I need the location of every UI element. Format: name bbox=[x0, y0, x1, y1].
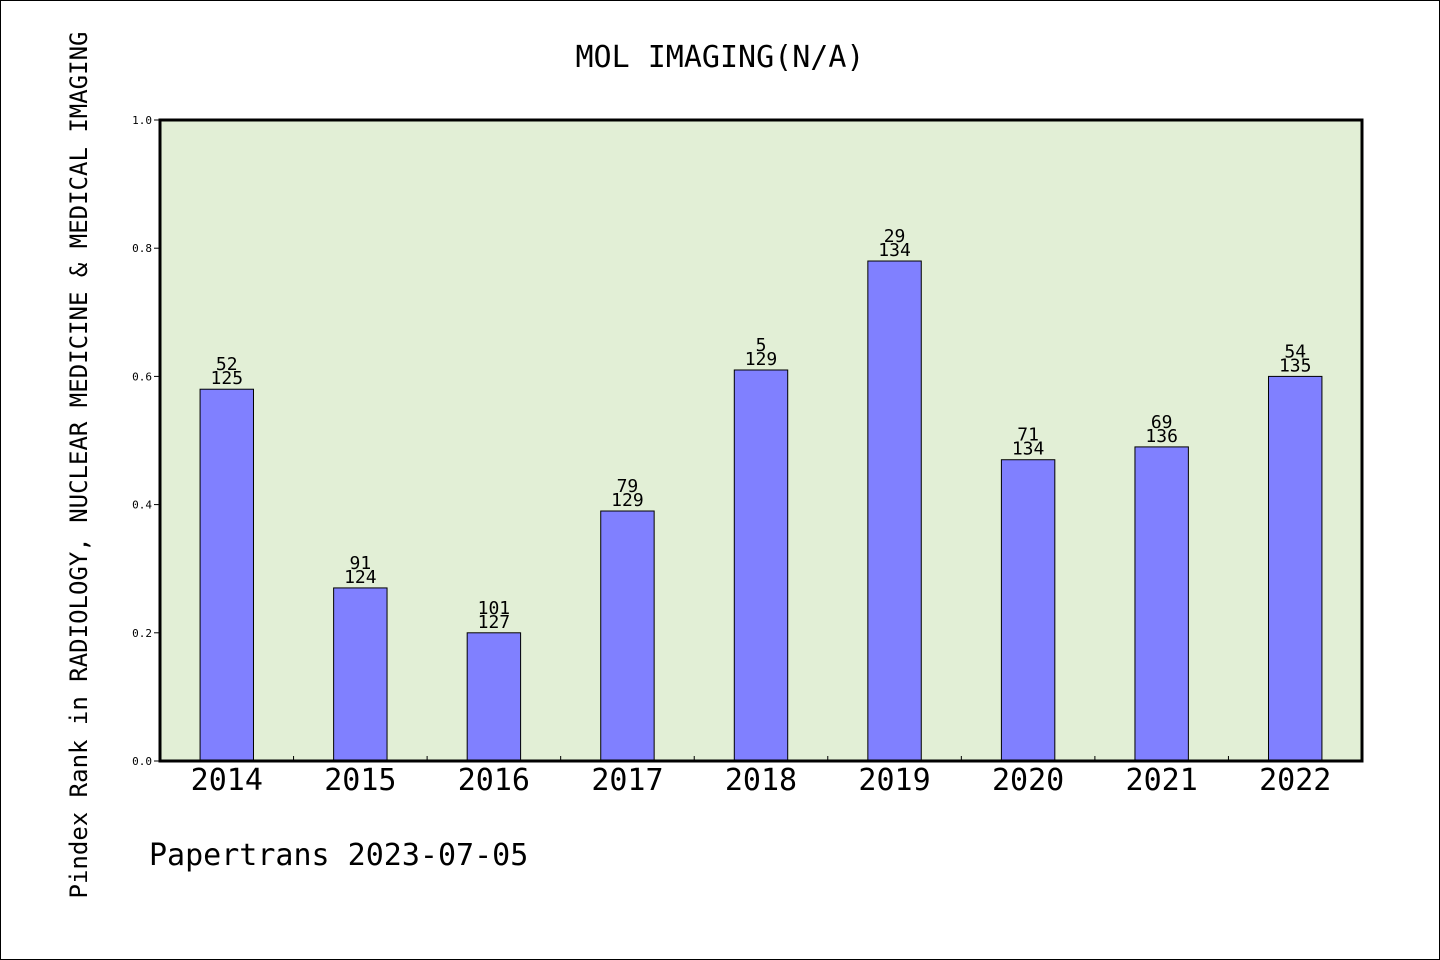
total-label-2014: 125 bbox=[211, 368, 244, 389]
y-tick-label: 1.0 bbox=[132, 114, 152, 127]
bar-2020 bbox=[1000, 459, 1056, 762]
bars-layer bbox=[199, 260, 1323, 762]
bar-2022 bbox=[1268, 375, 1323, 762]
x-tick-label-2015: 2015 bbox=[324, 763, 396, 798]
rank-label-2020: 71 bbox=[1017, 425, 1039, 446]
x-tick-label-2019: 2019 bbox=[858, 763, 930, 798]
total-label-2015: 124 bbox=[344, 567, 377, 588]
y-tick-label: 0.2 bbox=[132, 627, 152, 640]
x-tick-label-2014: 2014 bbox=[191, 763, 263, 798]
bar-2014 bbox=[199, 388, 254, 762]
rank-label-2018: 5 bbox=[756, 335, 767, 356]
rank-label-2015: 91 bbox=[349, 553, 371, 574]
total-label-2019: 134 bbox=[878, 240, 911, 261]
axis-layer: 2014 2015 2016 2017 2018 2019 2020 2021 2022 0.0 0… bbox=[132, 114, 1331, 798]
x-tick-label-2021: 2021 bbox=[1126, 763, 1198, 798]
total-label-2020: 134 bbox=[1012, 439, 1045, 460]
bar-2019 bbox=[867, 260, 922, 762]
x-tick-label-2020: 2020 bbox=[992, 763, 1064, 798]
y-axis-label: Pindex Rank in RADIOLOGY, NUCLEAR MEDICI… bbox=[65, 32, 93, 899]
bar-2016 bbox=[466, 632, 522, 762]
x-tick-label-2017: 2017 bbox=[591, 763, 663, 798]
total-label-2021: 136 bbox=[1145, 426, 1178, 447]
y-tick-label: 0.8 bbox=[132, 242, 152, 255]
x-tick-label-2016: 2016 bbox=[458, 763, 530, 798]
chart-title: MOL IMAGING(N/A) bbox=[576, 40, 865, 75]
footer-credit: Papertrans 2023-07-05 bbox=[149, 838, 528, 873]
rank-label-2017: 79 bbox=[617, 476, 639, 497]
y-tick-label: 0.6 bbox=[132, 370, 152, 383]
rank-label-2014: 52 bbox=[216, 354, 238, 375]
total-label-2017: 129 bbox=[611, 490, 644, 511]
y-tick-label: 0.0 bbox=[132, 755, 152, 768]
bar-2021 bbox=[1134, 446, 1189, 762]
y-tick-label: 0.4 bbox=[132, 499, 152, 512]
plot-border bbox=[158, 118, 1364, 763]
x-tick-label-2022: 2022 bbox=[1259, 763, 1331, 798]
bar-2017 bbox=[600, 510, 655, 762]
rank-label-2019: 29 bbox=[884, 226, 906, 247]
rank-label-2016: 101 bbox=[478, 598, 511, 619]
rank-label-2022: 54 bbox=[1284, 341, 1306, 362]
rank-label-2021: 69 bbox=[1151, 412, 1173, 433]
total-label-2016: 127 bbox=[478, 612, 511, 633]
bar-2018 bbox=[733, 369, 789, 762]
labels-layer: 5212591124101127791295129291347113469136… bbox=[211, 226, 1312, 633]
bar-2015 bbox=[333, 587, 388, 762]
total-label-2022: 135 bbox=[1279, 355, 1312, 376]
total-label-2018: 129 bbox=[745, 349, 778, 370]
x-tick-label-2018: 2018 bbox=[725, 763, 797, 798]
